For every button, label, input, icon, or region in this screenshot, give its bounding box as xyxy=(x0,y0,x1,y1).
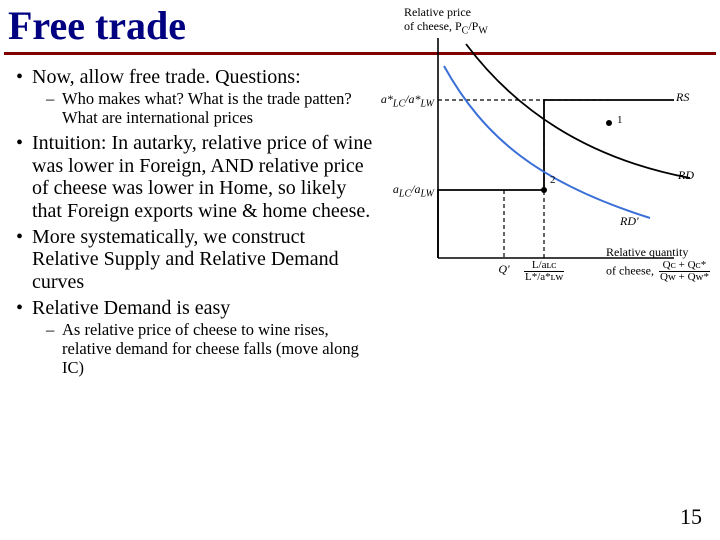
y-label-l2: of cheese, P xyxy=(404,19,462,33)
y-tick-high-s2: LW xyxy=(420,98,434,109)
rdprime-curve xyxy=(444,66,650,218)
rd-curve xyxy=(466,44,690,178)
rdprime-label: RD' xyxy=(620,214,639,229)
page-number: 15 xyxy=(680,504,702,530)
y-tick-low-s2: LW xyxy=(420,188,434,199)
page-title: Free trade xyxy=(8,2,186,49)
y-axis-label: Relative price of cheese, PC/PW xyxy=(404,6,534,37)
bullet-1a-text: Who makes what? What is the trade patten… xyxy=(62,89,352,127)
point-1 xyxy=(606,120,612,126)
y-label-sub2: W xyxy=(478,25,487,36)
y-tick-high-m: /a* xyxy=(405,92,420,106)
x-label-frac-den: Qᴡ + Qᴡ* xyxy=(659,272,710,283)
bullet-1a: Who makes what? What is the trade patten… xyxy=(32,90,374,128)
bullet-2-text: Intuition: In autarky, relative price of… xyxy=(32,132,372,221)
x-tick-frac: L/aʟᴄ L*/a*ʟᴡ xyxy=(524,260,564,283)
x-label-l2: of cheese, xyxy=(606,263,654,277)
x-label-frac-num: Qᴄ + Qᴄ* xyxy=(659,260,710,272)
bullet-4-text: Relative Demand is easy xyxy=(32,297,230,319)
rs-rd-diagram: Relative price of cheese, PC/PW a*LC/a*L… xyxy=(374,8,720,300)
point-2 xyxy=(541,187,547,193)
y-label-l2b: /P xyxy=(468,19,478,33)
bullet-4a-text: As relative price of cheese to wine rise… xyxy=(62,320,359,377)
point-2-label: 2 xyxy=(550,174,556,186)
body-text: Now, allow free trade. Questions: Who ma… xyxy=(14,66,374,382)
point-1-label: 1 xyxy=(617,114,623,126)
rs-label: RS xyxy=(676,90,689,105)
bullet-2: Intuition: In autarky, relative price of… xyxy=(14,132,374,222)
bullet-4: Relative Demand is easy As relative pric… xyxy=(14,297,374,378)
bullet-3-text: More systematically, we construct Relati… xyxy=(32,226,339,293)
bullet-1: Now, allow free trade. Questions: Who ma… xyxy=(14,66,374,128)
y-tick-high-s1: LC xyxy=(393,98,405,109)
bullet-3: More systematically, we construct Relati… xyxy=(14,226,374,293)
x-tick-qprime: Q' xyxy=(492,262,516,277)
y-tick-low-s1: LC xyxy=(399,188,411,199)
x-axis-label: Relative quantity of cheese, Qᴄ + Qᴄ* Qᴡ… xyxy=(606,246,720,283)
y-tick-high-a: a* xyxy=(381,92,393,106)
y-tick-high: a*LC/a*LW xyxy=(376,92,434,109)
x-label-l1: Relative quantity xyxy=(606,245,688,259)
bullet-4a: As relative price of cheese to wine rise… xyxy=(32,321,374,378)
bullet-1-text: Now, allow free trade. Questions: xyxy=(32,66,301,88)
x-tick-frac-den: L*/a*ʟᴡ xyxy=(524,272,564,283)
rd-label: RD xyxy=(678,168,694,183)
y-label-l1: Relative price xyxy=(404,5,471,19)
y-tick-low: aLC/aLW xyxy=(380,182,434,199)
